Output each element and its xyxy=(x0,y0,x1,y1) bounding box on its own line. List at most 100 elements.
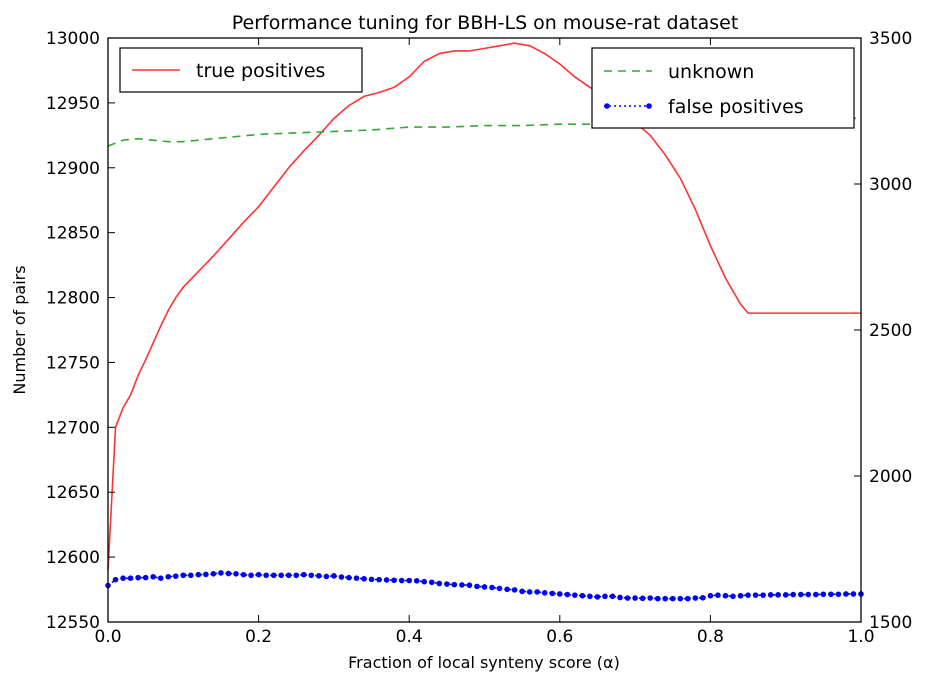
point-false-positives xyxy=(775,592,781,598)
point-false-positives xyxy=(594,594,601,600)
point-false-positives xyxy=(376,576,382,583)
point-false-positives xyxy=(632,595,638,601)
point-false-positives xyxy=(263,572,269,579)
point-false-positives xyxy=(760,592,766,598)
point-false-positives xyxy=(669,595,676,602)
point-false-positives xyxy=(436,580,443,587)
point-false-positives xyxy=(120,575,126,581)
y-tick-label-left: 12550 xyxy=(46,613,100,633)
point-false-positives xyxy=(406,577,413,584)
point-false-positives xyxy=(240,571,247,578)
point-false-positives xyxy=(368,576,375,583)
point-false-positives xyxy=(813,591,819,598)
y-tick-label-left: 12700 xyxy=(46,418,100,438)
point-false-positives xyxy=(496,585,503,592)
y-tick-label-right: 3500 xyxy=(869,29,912,49)
y-tick-label-right: 2000 xyxy=(869,467,912,487)
point-false-positives xyxy=(459,582,465,588)
point-false-positives xyxy=(541,590,548,596)
y-tick-label-left: 12650 xyxy=(46,483,100,503)
point-false-positives xyxy=(654,595,661,602)
point-false-positives xyxy=(300,571,307,578)
point-false-positives xyxy=(188,572,194,579)
point-false-positives xyxy=(617,594,623,601)
point-false-positives xyxy=(391,577,397,584)
point-false-positives xyxy=(466,582,473,589)
x-tick-label: 0.6 xyxy=(546,627,573,647)
legend-label-unknown: unknown xyxy=(668,61,754,83)
point-false-positives xyxy=(564,591,571,598)
chart-title: Performance tuning for BBH-LS on mouse-r… xyxy=(232,12,739,34)
y-tick-label-left: 12900 xyxy=(46,159,100,179)
point-false-positives xyxy=(210,571,217,577)
point-false-positives xyxy=(677,595,684,602)
legend-marker-false-positives-1 xyxy=(604,103,610,109)
point-false-positives xyxy=(398,577,405,584)
point-false-positives xyxy=(451,581,458,588)
point-false-positives xyxy=(526,589,533,595)
series-line-unknown xyxy=(107,117,861,147)
point-false-positives xyxy=(707,592,714,599)
y-tick-label-right: 1500 xyxy=(869,613,912,633)
point-false-positives xyxy=(316,573,322,579)
point-false-positives xyxy=(481,584,488,590)
point-false-positives xyxy=(572,592,578,598)
point-false-positives xyxy=(828,591,834,598)
point-false-positives xyxy=(722,592,729,599)
y-tick-label-left: 13000 xyxy=(46,29,100,49)
point-false-positives xyxy=(557,591,563,597)
point-false-positives xyxy=(662,595,669,602)
point-false-positives xyxy=(685,595,691,602)
point-false-positives xyxy=(624,595,631,601)
point-false-positives xyxy=(767,592,774,598)
point-false-positives xyxy=(835,591,842,598)
point-false-positives xyxy=(609,593,616,600)
ticks-layer: 0.0 0.2 0.4 0.6 0.8 1.0 12550 12600 12650 12700 12… xyxy=(46,29,912,647)
legend-marker-false-positives-2 xyxy=(646,103,652,109)
point-false-positives xyxy=(157,575,164,581)
y-tick-label-left: 12800 xyxy=(46,289,100,309)
point-false-positives xyxy=(248,572,254,579)
point-false-positives xyxy=(820,591,827,598)
legend-right-box xyxy=(591,47,855,129)
point-false-positives xyxy=(270,572,277,579)
point-false-positives xyxy=(225,570,232,577)
point-false-positives xyxy=(135,574,141,581)
point-false-positives xyxy=(428,579,435,586)
legend-label-true-positives: true positives xyxy=(196,60,325,82)
point-false-positives xyxy=(331,573,337,579)
point-false-positives xyxy=(203,571,209,578)
point-false-positives xyxy=(112,576,119,583)
point-false-positives xyxy=(850,591,857,597)
x-tick-label: 0.4 xyxy=(396,627,423,647)
point-false-positives xyxy=(790,591,797,598)
point-false-positives xyxy=(639,595,646,602)
x-tick-label: 0.2 xyxy=(245,627,272,647)
point-false-positives xyxy=(383,577,390,583)
point-false-positives xyxy=(519,588,525,595)
y-tick-label-right: 2500 xyxy=(869,321,912,341)
y-tick-label-left: 12950 xyxy=(46,94,100,114)
point-false-positives xyxy=(218,570,224,576)
point-false-positives xyxy=(195,571,202,578)
point-false-positives xyxy=(549,590,556,597)
point-false-positives xyxy=(504,586,510,593)
y-tick-label-left: 12750 xyxy=(46,353,100,373)
legend-label-false-positives: false positives xyxy=(668,96,804,118)
point-false-positives xyxy=(293,572,300,579)
point-false-positives xyxy=(353,575,360,581)
point-false-positives xyxy=(413,578,420,584)
point-false-positives xyxy=(692,595,699,601)
point-false-positives xyxy=(361,575,367,582)
point-false-positives xyxy=(323,573,330,580)
point-false-positives xyxy=(444,581,450,587)
y-axis-title: Number of pairs xyxy=(10,265,29,394)
point-false-positives xyxy=(579,592,586,599)
y-tick-label-left: 12850 xyxy=(46,224,100,244)
point-false-positives xyxy=(142,574,149,581)
x-axis-title: Fraction of local synteny score (α) xyxy=(348,653,620,672)
point-false-positives xyxy=(489,584,495,591)
legend-true-positives: true positives xyxy=(119,47,363,93)
point-false-positives xyxy=(745,592,751,598)
point-false-positives xyxy=(843,591,849,597)
